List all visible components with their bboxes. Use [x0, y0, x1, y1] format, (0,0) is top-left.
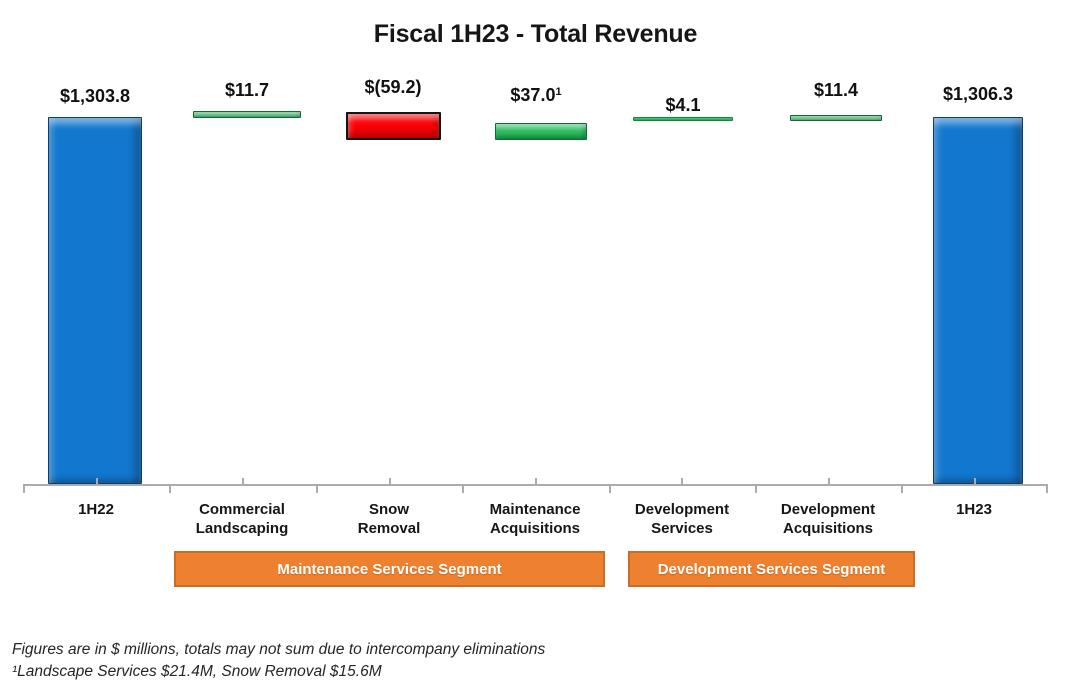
bar-development-acquisitions — [790, 115, 882, 121]
bar-snow-removal — [346, 112, 441, 140]
footnote-marker: 1 — [555, 86, 562, 98]
bar-maintenance-acquisitions — [495, 123, 587, 140]
value-label-development-acquisitions: $11.4 — [813, 80, 859, 100]
segment-band-maintenance-services: Maintenance Services Segment — [174, 551, 605, 587]
category-line: Removal — [357, 520, 421, 537]
category-line: Maintenance — [489, 501, 581, 518]
category-line: Development — [780, 501, 876, 518]
value-label-snow-removal: $(59.2) — [364, 77, 422, 97]
axis-minor-tick — [242, 478, 244, 484]
axis-minor-tick — [681, 478, 683, 484]
category-line: Commercial — [199, 501, 285, 518]
category-label-commercial-landscaping: Commercial Landscaping — [167, 500, 317, 538]
category-line: Development — [634, 501, 730, 518]
bar-1h22-total — [48, 117, 142, 484]
axis-tick — [755, 486, 757, 493]
category-line: 1H22 — [78, 501, 114, 518]
category-label-development-services: Development Services — [607, 500, 757, 538]
category-line: 1H23 — [956, 501, 992, 518]
footnote-line-1: Figures are in $ millions, totals may no… — [12, 641, 546, 658]
axis-tick — [316, 486, 318, 493]
category-line: Acquisitions — [782, 520, 873, 537]
bar-development-services — [633, 117, 733, 121]
axis-tick — [1046, 486, 1048, 493]
axis-minor-tick — [974, 478, 976, 484]
category-label-development-acquisitions: Development Acquisitions — [753, 500, 903, 538]
axis-minor-tick — [389, 478, 391, 484]
axis-tick — [23, 486, 25, 493]
category-label-1h22: 1H22 — [21, 500, 171, 519]
category-line: Snow — [369, 501, 409, 518]
segment-band-development-services: Development Services Segment — [628, 551, 915, 587]
axis-tick — [169, 486, 171, 493]
category-line: Acquisitions — [489, 520, 580, 537]
axis-tick — [901, 486, 903, 493]
x-axis-line — [23, 484, 1048, 486]
axis-minor-tick — [96, 478, 98, 484]
axis-tick — [609, 486, 611, 493]
bar-1h23-total — [933, 117, 1023, 484]
value-label-1h23: $1,306.3 — [942, 84, 1014, 104]
bar-commercial-landscaping — [193, 111, 301, 118]
axis-minor-tick — [535, 478, 537, 484]
value-label-1h22: $1,303.8 — [59, 86, 131, 106]
category-label-snow-removal: Snow Removal — [314, 500, 464, 538]
axis-minor-tick — [828, 478, 830, 484]
value-text: $37.0 — [510, 85, 556, 105]
chart-title: Fiscal 1H23 - Total Revenue — [373, 20, 698, 48]
value-label-development-services: $4.1 — [665, 95, 701, 115]
value-label-maintenance-acquisitions: $37.01 — [466, 85, 606, 106]
value-label-commercial-landscaping: $11.7 — [224, 80, 270, 100]
category-label-1h23: 1H23 — [899, 500, 1049, 519]
category-label-maintenance-acquisitions: Maintenance Acquisitions — [460, 500, 610, 538]
footnote-line-2: ¹Landscape Services $21.4M, Snow Removal… — [12, 663, 382, 680]
category-line: Landscaping — [195, 520, 289, 537]
category-line: Services — [651, 520, 713, 537]
axis-tick — [462, 486, 464, 493]
